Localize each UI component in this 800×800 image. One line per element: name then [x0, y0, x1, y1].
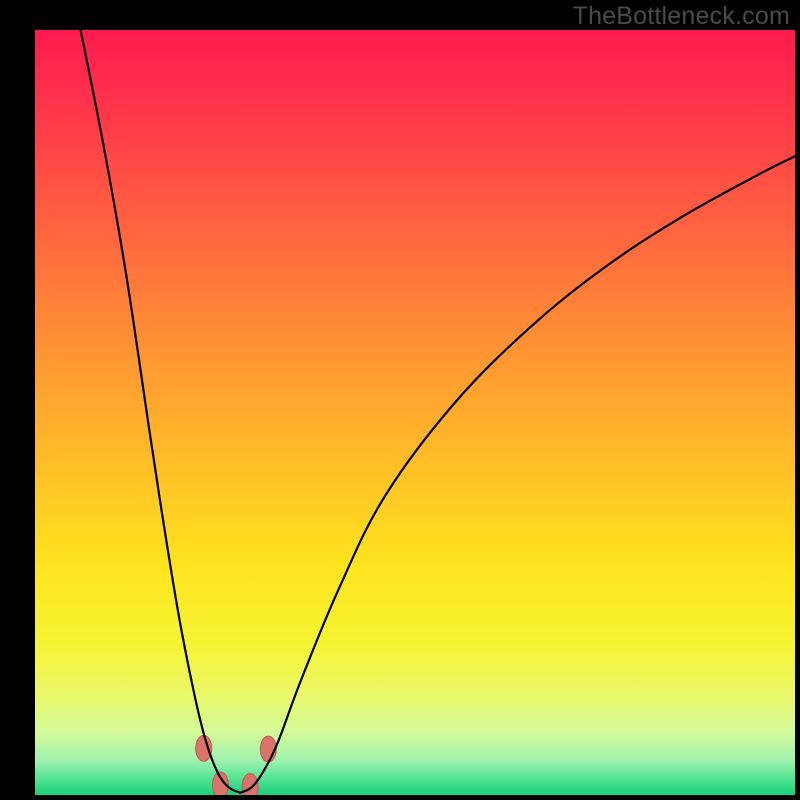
bottleneck-curve-chart: [0, 0, 800, 800]
highlight-marker: [196, 735, 212, 761]
plot-background: [35, 30, 795, 795]
watermark-text: TheBottleneck.com: [573, 2, 790, 31]
chart-container: TheBottleneck.com: [0, 0, 800, 800]
